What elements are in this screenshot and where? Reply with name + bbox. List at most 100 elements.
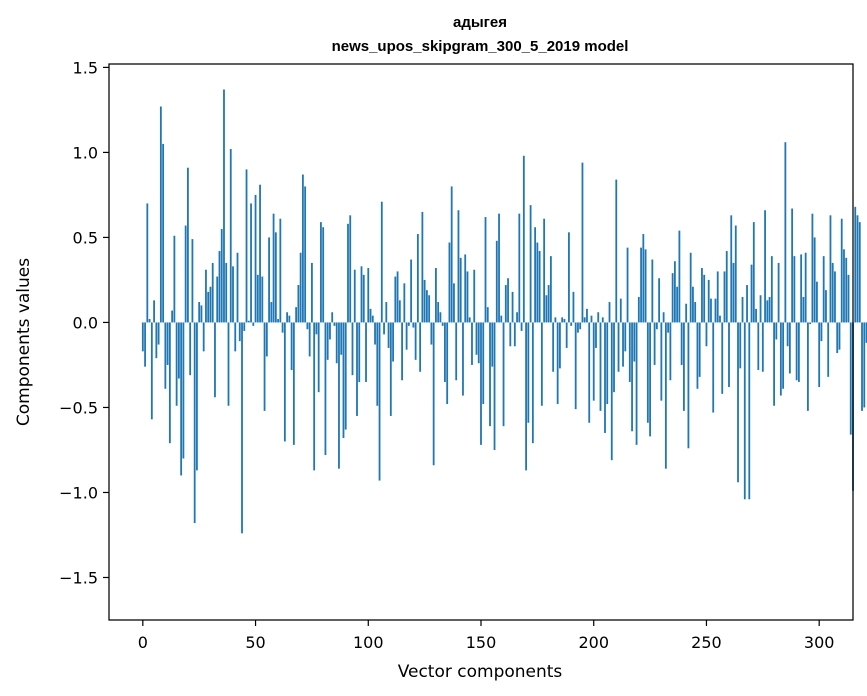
bar [403, 283, 406, 323]
bar [543, 218, 546, 323]
bar [696, 322, 699, 389]
bar [340, 322, 343, 355]
bar [374, 322, 376, 345]
bar [813, 237, 816, 323]
bar [254, 194, 257, 323]
bar [351, 322, 354, 376]
bar [498, 213, 500, 323]
bar [220, 228, 223, 323]
bar [369, 308, 372, 323]
bar [791, 208, 794, 323]
bar [200, 305, 203, 323]
bar [272, 213, 275, 323]
bar [189, 322, 192, 376]
bar [527, 322, 530, 423]
bar [500, 315, 503, 323]
bar [671, 273, 674, 323]
bar [455, 322, 458, 381]
bar [770, 256, 773, 323]
y-tick-label: −1.5 [59, 568, 98, 587]
bar [229, 149, 232, 323]
bar [274, 232, 277, 323]
y-axis-label: Components values [14, 258, 34, 426]
bar [549, 256, 552, 323]
bar [617, 322, 620, 372]
bar [504, 285, 507, 323]
bar [216, 276, 219, 323]
bar [847, 274, 850, 323]
bar [376, 322, 379, 406]
bar [522, 155, 525, 323]
bar [615, 179, 618, 323]
bar [441, 322, 444, 326]
bar [265, 322, 268, 357]
bar [290, 322, 293, 371]
bar [435, 268, 437, 323]
bar [177, 322, 180, 379]
bar [421, 211, 424, 323]
bar [716, 271, 719, 323]
bar [757, 322, 760, 371]
bar [816, 281, 818, 323]
bar [536, 242, 539, 323]
bar [678, 230, 681, 323]
bar [552, 322, 555, 372]
bar [610, 322, 613, 461]
bar [673, 261, 676, 323]
bar [694, 302, 697, 323]
bar [367, 268, 370, 323]
bar [743, 322, 746, 500]
bar [378, 322, 381, 481]
bar [719, 315, 721, 323]
bar [281, 322, 284, 333]
bar [311, 262, 313, 323]
bar [516, 312, 518, 323]
bar [466, 271, 469, 323]
x-tick-label: 200 [578, 633, 609, 652]
bar [834, 271, 836, 323]
bar [394, 276, 397, 323]
bar [198, 302, 201, 323]
bar [547, 285, 550, 323]
bar [728, 322, 730, 388]
bar [329, 322, 331, 340]
bar [793, 256, 796, 323]
bar [482, 322, 485, 405]
bar [568, 232, 570, 323]
bar [628, 322, 631, 382]
bar [299, 252, 302, 323]
bar [270, 302, 273, 323]
x-tick-label: 150 [466, 633, 497, 652]
bar [202, 322, 205, 352]
bar [398, 300, 401, 323]
bar [238, 322, 241, 342]
bar [279, 218, 282, 323]
bar [554, 317, 557, 323]
y-tick-label: −0.5 [59, 398, 98, 417]
bar [784, 142, 787, 323]
bar [389, 322, 392, 416]
bar [150, 322, 153, 420]
bar [631, 322, 633, 432]
bar [236, 252, 239, 323]
bars-group [141, 89, 867, 534]
bar [664, 322, 667, 469]
bar [861, 322, 863, 411]
bar [818, 322, 821, 388]
bar [667, 322, 670, 333]
bar [344, 322, 347, 430]
bar [261, 276, 264, 323]
bar [141, 322, 144, 352]
bar [840, 218, 843, 323]
bar [223, 89, 225, 323]
bar [313, 322, 316, 471]
bar [252, 322, 255, 326]
bar [218, 251, 221, 323]
bar [196, 322, 198, 471]
bar [484, 217, 487, 323]
bar [849, 322, 852, 435]
bar [655, 322, 658, 330]
bar [428, 295, 431, 323]
bar [146, 203, 149, 323]
bar [732, 262, 735, 323]
